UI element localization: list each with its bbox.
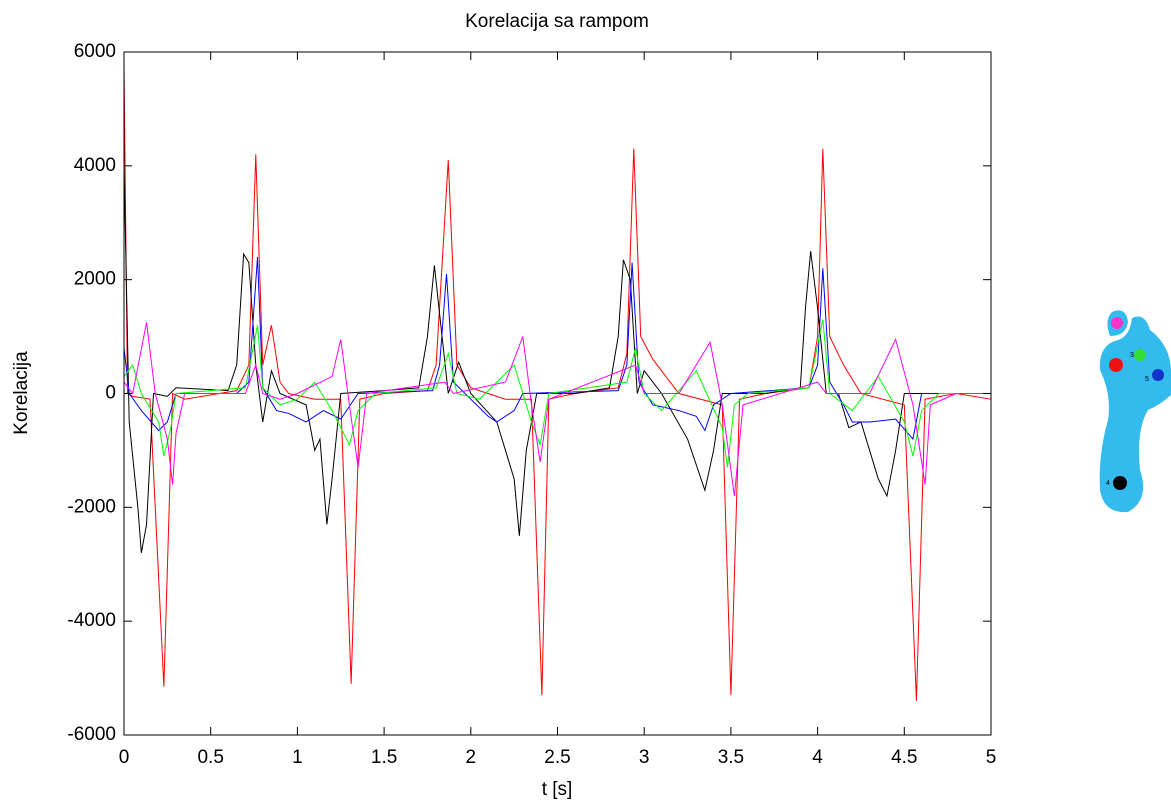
y-tick-label: 2000 <box>74 269 116 290</box>
sensor-dot <box>1134 349 1146 361</box>
x-tick-label: 2 <box>466 747 477 768</box>
x-tick-label: 4 <box>812 747 823 768</box>
y-tick-label: 4000 <box>74 155 116 176</box>
x-tick-label: 3.5 <box>718 747 744 768</box>
x-tick-label: 4.5 <box>891 747 917 768</box>
sensor-dot <box>1109 358 1123 372</box>
y-tick-label: -6000 <box>67 724 116 745</box>
data-line <box>123 165 991 553</box>
data-line <box>123 256 991 441</box>
x-tick-label: 5 <box>986 747 997 768</box>
sensor-dot <box>1113 476 1127 490</box>
x-tick-label: 0.5 <box>197 747 223 768</box>
x-tick-label: 1 <box>292 747 303 768</box>
sensor-label: 4 <box>1106 480 1110 487</box>
chart-title: Korelacija sa rampom <box>465 11 649 32</box>
x-tick-label: 1.5 <box>371 747 397 768</box>
y-tick-label: 6000 <box>74 41 116 62</box>
sensor-dot <box>1111 317 1123 329</box>
y-tick-label: -4000 <box>67 610 116 631</box>
y-axis-label: Korelacija <box>11 351 32 435</box>
x-tick-label: 0 <box>119 747 130 768</box>
x-tick-label: 3 <box>639 747 650 768</box>
sensor-dot <box>1152 369 1164 381</box>
x-axis-label: t [s] <box>542 779 573 800</box>
foot-shape <box>1099 310 1171 513</box>
data-line <box>123 319 991 468</box>
sensor-label: 3 <box>1130 352 1134 359</box>
foot-inset: 3 5 4 <box>1099 310 1171 513</box>
data-line <box>123 63 992 701</box>
y-tick-label: -2000 <box>67 496 116 517</box>
data-line <box>123 322 991 497</box>
x-tick-label: 2.5 <box>544 747 570 768</box>
y-tick-label: 0 <box>105 383 116 404</box>
sensor-label: 5 <box>1145 376 1149 383</box>
